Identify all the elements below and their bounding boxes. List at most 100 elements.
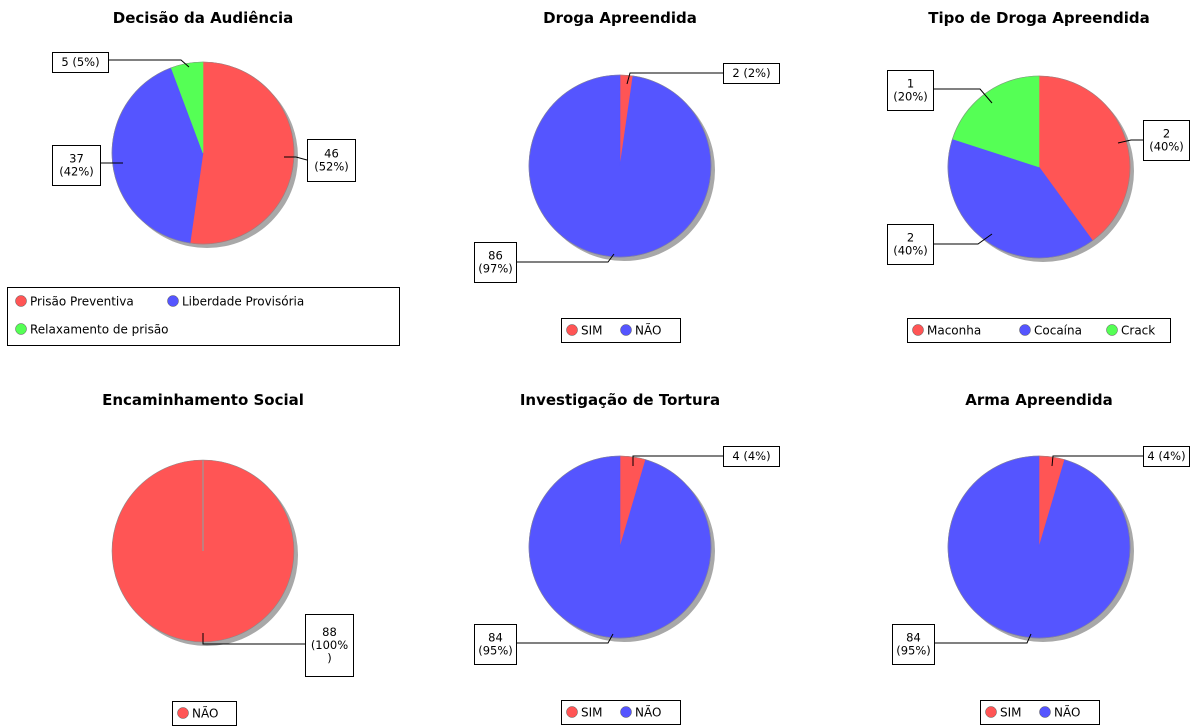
pie-outline [947,75,1131,259]
legend-label: NÃO [192,706,218,721]
legend-swatch-relaxamento-de-prisao [15,323,27,335]
slice-nao [947,455,1131,639]
data-label-box [887,70,934,111]
legend-swatch-liberdade-provisoria [167,295,179,307]
legend-swatch-sim [566,324,578,336]
data-label: 86 [488,249,503,263]
chart-title: Arma Apreendida [965,391,1113,409]
legend-label: Relaxamento de prisão [30,323,169,337]
slice-prisao-preventiva [189,61,295,245]
pie-outline [528,455,712,639]
legend: Maconha Cocaína Crack [907,318,1171,343]
pie-outline [947,455,1131,639]
legend: SIM NÃO [980,700,1100,725]
data-label: (40%) [1149,140,1184,154]
data-label-box [307,139,356,182]
data-label: (40%) [893,244,928,258]
legend-swatch-cocaina [1019,324,1031,336]
legend-swatch-maconha [912,324,924,336]
pie-chart-encaminhamento-social: Encaminhamento Social 88(100%) NÃO [102,391,354,726]
data-label: (100% [311,638,348,652]
leader-line [1117,139,1143,144]
data-label-box [474,242,517,283]
leader-line [284,156,308,161]
chart-title: Decisão da Audiência [113,9,294,27]
leader-line [626,72,723,85]
legend-box [907,318,1171,343]
legend-label: Crack [1121,324,1155,338]
data-label: (52%) [314,160,349,174]
slice-nao [528,455,712,639]
legend-box [7,287,400,346]
legend-label: SIM [581,706,603,720]
leader-line [934,633,1032,644]
data-label-box [305,614,354,677]
data-label-box [1143,446,1190,467]
legend-label: NÃO [635,705,661,720]
data-label: 5 (5%) [61,55,99,69]
data-label: ) [327,651,332,665]
legend-box [561,700,681,725]
data-label: 37 [69,152,84,166]
data-label: 4 (4%) [732,449,770,463]
data-label: 46 [324,147,339,161]
leader-line [632,455,723,466]
legend: SIM NÃO [561,700,681,725]
legend-swatch-nao [620,706,632,718]
legend-label: Maconha [927,324,981,338]
leader-line [933,88,993,104]
data-label: (97%) [478,262,513,276]
data-label-box [892,624,935,665]
leader-line [108,59,190,68]
data-label: 4 (4%) [1147,449,1185,463]
data-label-box [52,52,109,73]
legend: Prisão Preventiva Liberdade Provisória Rel… [7,287,400,346]
data-label: 84 [488,631,503,645]
data-label: (20%) [893,90,928,104]
data-label: 2 (2%) [732,66,770,80]
data-label: (95%) [478,644,513,658]
legend-label: Prisão Preventiva [30,295,134,309]
slice-nao [528,74,712,258]
chart-title: Encaminhamento Social [102,391,304,409]
leader-line [1051,455,1143,467]
chart-title: Droga Apreendida [543,9,697,27]
legend-swatch-prisao-preventiva [15,295,27,307]
legend-swatch-crack [1106,324,1118,336]
legend-label: NÃO [635,323,661,338]
data-label-box [52,145,101,186]
data-label-box [474,624,517,665]
data-label: 1 [907,77,914,91]
leader-line [202,633,305,645]
legend-label: SIM [581,324,603,338]
pie-chart-droga-apreendida: Droga Apreendida 2 (2%) 86(97%) SIM NÃO [474,9,780,343]
leader-line [516,253,615,263]
legend-swatch-nao [1039,706,1051,718]
chart-title: Investigação de Tortura [520,391,720,409]
pie-outline [111,61,295,245]
data-label-box [887,224,934,265]
legend-label: Liberdade Provisória [182,295,304,309]
leader-line [933,233,993,245]
legend-label: SIM [1000,706,1022,720]
pie-chart-tipo-de-droga-apreendida: Tipo de Droga Apreendida2(40%)2(40%)1(20… [887,9,1190,343]
data-label: 88 [322,625,337,639]
pie-chart-investigacao-de-tortura: Investigação de Tortura 4 (4%) 84(95%) SIM N… [474,391,780,725]
data-label: (42%) [59,165,94,179]
legend-label: NÃO [1054,705,1080,720]
data-label: 84 [906,631,921,645]
legend-swatch-nao [177,707,189,719]
legend-swatch-nao [620,324,632,336]
data-label: 2 [907,231,914,245]
pie-chart-decisao-da-audiencia: Decisão da Audiência 46(52%) 37(42%) 5 (5%)… [7,9,400,346]
data-label-box [723,446,780,467]
legend-swatch-sim [566,706,578,718]
leader-line [516,633,614,644]
data-label-box [1143,120,1190,161]
data-label-box [723,63,780,84]
pie-outline [528,74,712,258]
legend: NÃO [172,701,237,726]
legend-label: Cocaína [1034,324,1082,338]
data-label: (95%) [896,644,931,658]
